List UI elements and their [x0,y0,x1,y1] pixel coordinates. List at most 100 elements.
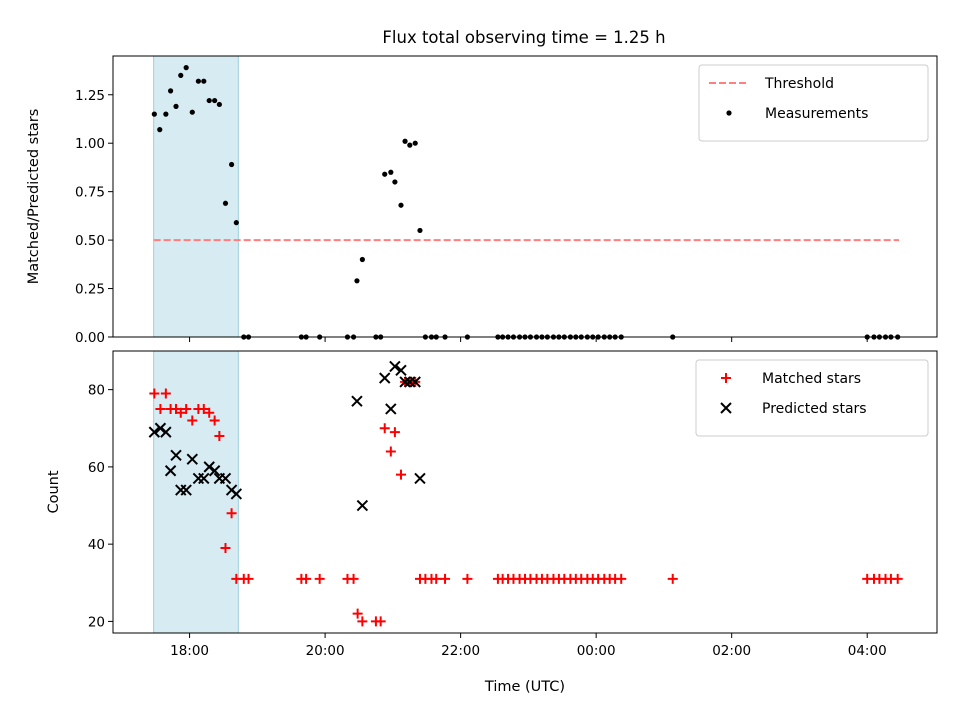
legend-label: Matched stars [762,371,861,387]
matched-star-point [181,403,192,414]
matched-star-point [204,407,215,418]
matched-star-point [616,573,627,584]
y-tick-label: 0.75 [75,185,105,201]
measurement-point [398,202,404,208]
highlight-span [153,55,239,338]
measurement-point [388,169,394,175]
matched-star-point [892,573,903,584]
measurement-point [222,200,229,206]
x-tick-label: 18:00 [170,643,209,659]
measurement-point [189,109,195,115]
matched-star-point [379,423,390,434]
legend-measurements-swatch [726,110,732,116]
y-tick-label: 1.25 [75,88,105,104]
matched-star-point [462,573,473,584]
y-tick-label: 60 [88,460,105,476]
legend-label: Threshold [764,76,834,92]
measurement-point [195,78,201,84]
matched-star-point [348,573,359,584]
predicted-star-point [160,426,172,438]
matched-star-point [667,573,678,584]
predicted-star-point [379,372,391,384]
matched-star-point [431,573,442,584]
measurement-point [216,101,222,108]
highlight-span [153,350,239,634]
matched-star-point [149,388,160,399]
x-tick-label: 20:00 [306,643,345,659]
predicted-star-point [414,472,426,485]
matched-star-point [352,608,363,619]
matched-star-point [214,430,225,441]
legend-predicted-swatch [720,402,732,414]
measurement-point [212,97,218,104]
predicted-star-point [186,453,198,465]
x-tick-label: 22:00 [441,643,480,659]
legend-label: Predicted stars [762,401,867,417]
matched-star-point [175,407,186,418]
predicted-star-point [395,364,407,377]
measurement-point [233,220,239,226]
predicted-star-point [230,488,243,500]
panel-top: 0.00 0.25 0.50 0.75 1.00 1.25 Matched/Predicte… [26,55,938,346]
matched-star-point [160,388,171,399]
legend: Matched stars Predicted stars [695,359,929,437]
measurement-point [173,103,179,109]
y-tick-label: 0.25 [75,282,105,298]
predicted-star-point [389,360,401,373]
measurement-point [407,142,413,148]
measurement-point [178,72,184,78]
legend-matched-swatch [721,373,731,383]
y-tick-label: 40 [88,537,105,553]
x-tick-label: 04:00 [848,643,887,659]
legend: Threshold Measurements [698,64,929,142]
y-tick-label: 1.00 [75,136,105,152]
matched-star-point [220,543,231,554]
measurement-point [359,256,365,263]
measurement-point [412,140,418,146]
measurement-point [151,111,157,117]
matched-star-point [187,415,198,426]
legend-box [698,64,929,142]
measurement-point [228,161,235,168]
predicted-star-point [154,422,167,434]
axes-frame [112,350,938,634]
matched-star-point [155,403,166,414]
x-axis-label: Time (UTC) [484,679,565,695]
predicted-star-point [148,426,161,438]
matched-star-point [440,573,451,584]
matched-star-point [395,469,406,480]
matched-star-point [375,616,386,627]
matched-star-point [243,573,254,584]
predicted-star-point [409,376,421,388]
measurement-point [402,138,408,144]
matched-star-point [389,427,400,438]
measurement-point [206,97,212,104]
y-tick-label: 0.00 [75,330,105,346]
y-axis-label: Count [46,470,62,513]
matched-star-point [301,573,312,584]
x-tick-label: 02:00 [712,643,751,659]
predicted-star-point [219,472,232,485]
measurement-point [183,65,189,71]
predicted-star-point [356,499,369,512]
matched-star-point [357,616,368,627]
matched-star-point [314,573,325,584]
predicted-star-point [198,472,210,485]
measurement-point [392,179,398,185]
predicted-star-point [385,403,397,415]
matched-star-point [226,508,237,519]
measurement-point [382,171,388,177]
y-tick-label: 80 [88,383,105,399]
predicted-star-point [170,449,182,462]
y-tick-label: 20 [88,614,105,630]
predicted-star-point [351,395,363,407]
measurement-point [157,127,163,133]
matched-star-point [198,403,209,414]
predicted-star-point [399,376,411,388]
legend-label: Measurements [765,106,868,122]
predicted-star-point [180,484,192,496]
measurement-point [354,278,360,284]
predicted-star-point [203,461,215,473]
x-tick-label: 00:00 [577,643,616,659]
measurement-point [163,111,169,117]
